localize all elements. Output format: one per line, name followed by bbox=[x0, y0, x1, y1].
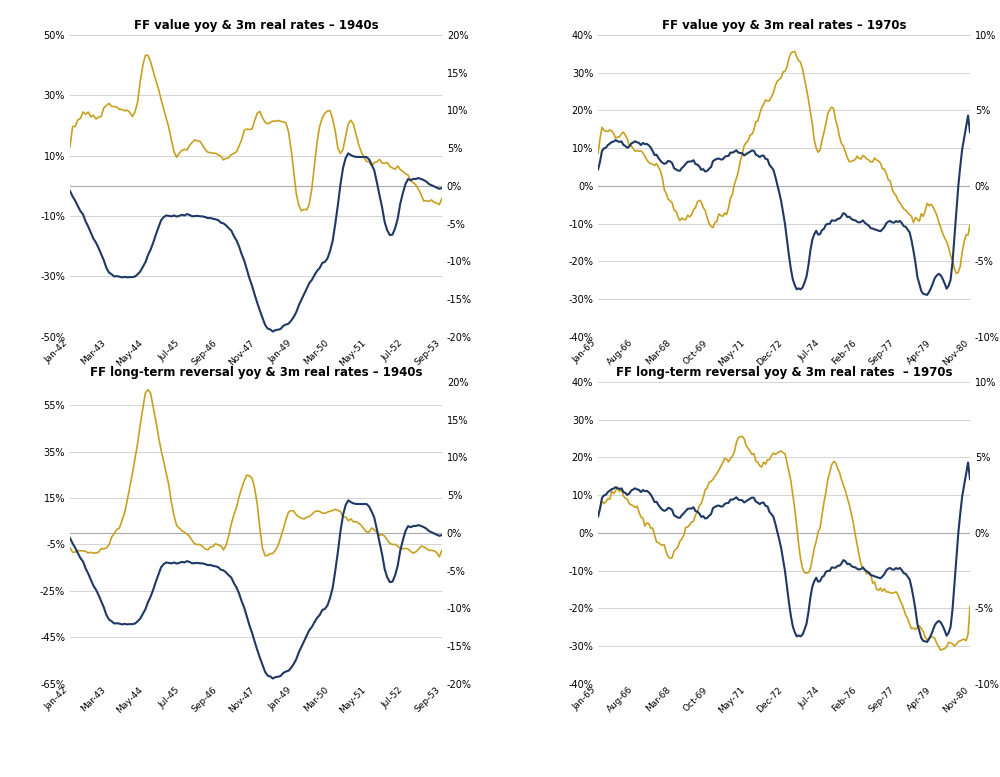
Legend: HmL (yoy, LHS), Real 3m Rate (RHS): HmL (yoy, LHS), Real 3m Rate (RHS) bbox=[657, 438, 911, 456]
Legend: HmL (yoy, LHS), Real 3m Rate (RHS): HmL (yoy, LHS), Real 3m Rate (RHS) bbox=[129, 438, 383, 456]
Title: FF value yoy & 3m real rates – 1940s: FF value yoy & 3m real rates – 1940s bbox=[134, 19, 378, 33]
Title: FF long-term reversal yoy & 3m real rates  – 1970s: FF long-term reversal yoy & 3m real rate… bbox=[616, 367, 952, 379]
Title: FF value yoy & 3m real rates – 1970s: FF value yoy & 3m real rates – 1970s bbox=[662, 19, 906, 33]
Title: FF long-term reversal yoy & 3m real rates – 1940s: FF long-term reversal yoy & 3m real rate… bbox=[90, 367, 422, 379]
